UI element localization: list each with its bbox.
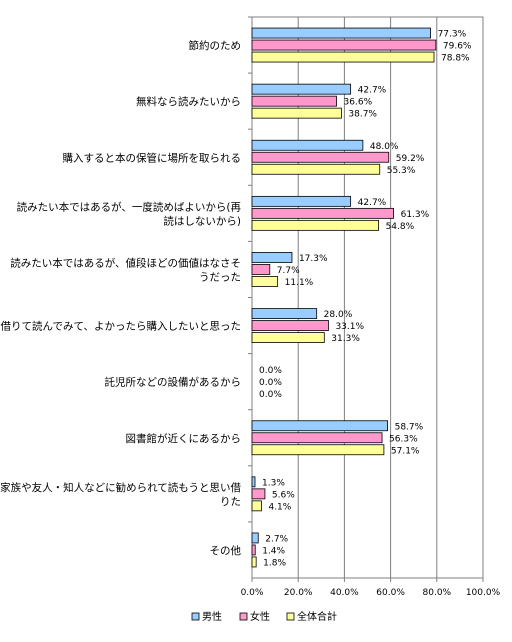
bar-male (251, 252, 293, 263)
data-label: 61.3% (401, 210, 430, 220)
category-label: 家族や友人・知人などに勧められて読もうと思い借 (0, 481, 241, 494)
data-label: 56.3% (389, 434, 418, 444)
data-label: 0.0% (259, 390, 282, 400)
x-tick-label: 80.0% (423, 588, 452, 598)
x-tick-label: 20.0% (284, 588, 313, 598)
x-tick-label: 60.0% (376, 588, 405, 598)
bar-male (251, 83, 352, 95)
bar-total (251, 51, 435, 63)
bar-total (251, 332, 325, 343)
bar-female (251, 320, 329, 331)
data-label: 5.6% (272, 490, 295, 500)
category-label: 節約のため (189, 39, 242, 52)
bar-total (251, 219, 379, 231)
bar-female (251, 432, 383, 444)
data-label: 2.7% (265, 534, 288, 544)
bar-female (251, 39, 437, 51)
data-label: 33.1% (335, 322, 364, 332)
bar-female (251, 207, 395, 219)
data-label: 0.0% (259, 366, 282, 376)
data-label: 11.1% (285, 278, 314, 288)
data-label: 0.0% (259, 378, 282, 388)
x-tick-label: 40.0% (330, 588, 359, 598)
data-label: 55.3% (387, 166, 416, 176)
data-label: 38.7% (348, 110, 377, 120)
data-label: 1.4% (262, 546, 285, 556)
data-label: 1.3% (262, 478, 285, 488)
legend-swatch (191, 612, 200, 621)
bar-male (251, 139, 364, 151)
data-label: 48.0% (370, 142, 399, 152)
bar-female (251, 95, 337, 107)
data-label: 42.7% (358, 198, 387, 208)
bar-total (251, 444, 385, 456)
legend-label: 男性 (202, 610, 222, 623)
data-label: 17.3% (299, 254, 328, 264)
bar-male (251, 308, 318, 319)
bar-total (251, 276, 279, 287)
bar-total (251, 556, 257, 568)
category-label: 購入すると本の保管に場所を取られる (63, 151, 242, 164)
category-label: その他 (210, 544, 242, 557)
category-label: 読はしないから) (163, 214, 241, 227)
legend-label: 女性 (250, 610, 270, 623)
bar-female (251, 264, 271, 275)
data-label: 77.3% (438, 30, 467, 40)
data-label: 42.7% (358, 86, 387, 96)
bar-male (251, 476, 256, 488)
data-label: 1.8% (263, 558, 286, 568)
data-label: 78.8% (441, 54, 470, 64)
x-tick-label: 100.0% (466, 588, 501, 598)
bar-female (251, 151, 390, 163)
category-label: 託児所などの設備があるから (105, 376, 242, 389)
data-label: 36.6% (344, 98, 373, 108)
category-label: 図書館が近くにあるから (126, 432, 242, 445)
category-label: 無料なら読みたいから (136, 95, 241, 108)
category-label: うだった (199, 271, 241, 283)
data-label: 79.6% (443, 42, 472, 52)
data-label: 54.8% (386, 222, 415, 232)
category-label: 読みたい本ではあるが、一度読めばよいから(再 (17, 200, 242, 213)
x-tick-label: 0.0% (241, 588, 264, 598)
bar-male (251, 532, 259, 544)
data-label: 31.3% (331, 334, 360, 344)
bar-female (251, 488, 266, 500)
legend-swatch (239, 612, 248, 621)
bar-male (251, 27, 431, 39)
bar-total (251, 500, 262, 512)
data-label: 7.7% (277, 266, 300, 276)
data-label: 4.1% (268, 502, 291, 512)
category-label: 借りて読んでみて、よかったら購入したいと思った (1, 320, 241, 333)
data-label: 59.2% (396, 154, 425, 164)
data-label: 58.7% (395, 422, 424, 432)
legend-swatch (286, 612, 295, 621)
data-label: 28.0% (324, 310, 353, 320)
category-label: りた (220, 496, 241, 508)
bar-total (251, 107, 342, 119)
bar-total (251, 163, 381, 175)
bar-male (251, 195, 352, 207)
bar-female (251, 544, 256, 556)
bar-male (251, 420, 388, 432)
data-label: 57.1% (391, 446, 420, 456)
legend-label: 全体合計 (297, 610, 337, 623)
category-label: 読みたい本ではあるが、値段ほどの価値はなさそ (10, 256, 241, 269)
